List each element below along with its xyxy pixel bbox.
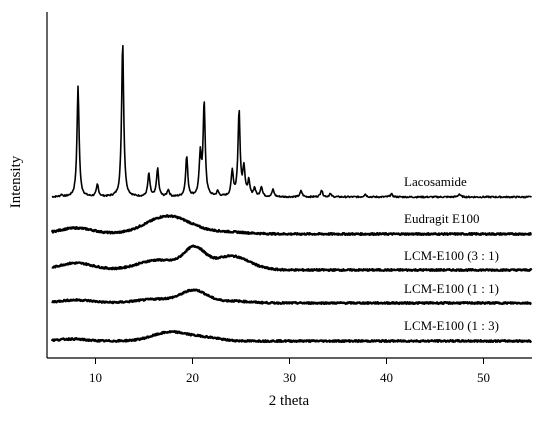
series-label-1: Eudragit E100 <box>404 211 479 226</box>
series-line-1 <box>50 214 532 236</box>
series-line-0 <box>51 44 533 199</box>
series-labels: Lacosamide Eudragit E100 LCM-E100 (3 : 1) L… <box>404 174 499 333</box>
y-axis-title: Intensity <box>8 155 24 208</box>
series-label-3: LCM-E100 (1 : 1) <box>404 281 499 296</box>
x-axis-title: 2 theta <box>269 393 310 409</box>
series-line-3 <box>51 288 532 305</box>
series-line-4 <box>50 330 533 343</box>
series-traces <box>50 44 533 343</box>
series-label-2: LCM-E100 (3 : 1) <box>404 248 499 263</box>
x-tick-label: 40 <box>380 370 393 385</box>
series-line-2 <box>51 244 533 272</box>
series-label-0: Lacosamide <box>404 174 467 189</box>
x-tick-label: 20 <box>186 370 199 385</box>
x-ticks: 10 20 30 40 50 <box>89 358 490 385</box>
x-tick-label: 30 <box>283 370 296 385</box>
x-tick-label: 10 <box>89 370 102 385</box>
series-label-4: LCM-E100 (1 : 3) <box>404 318 499 333</box>
x-tick-label: 50 <box>477 370 490 385</box>
